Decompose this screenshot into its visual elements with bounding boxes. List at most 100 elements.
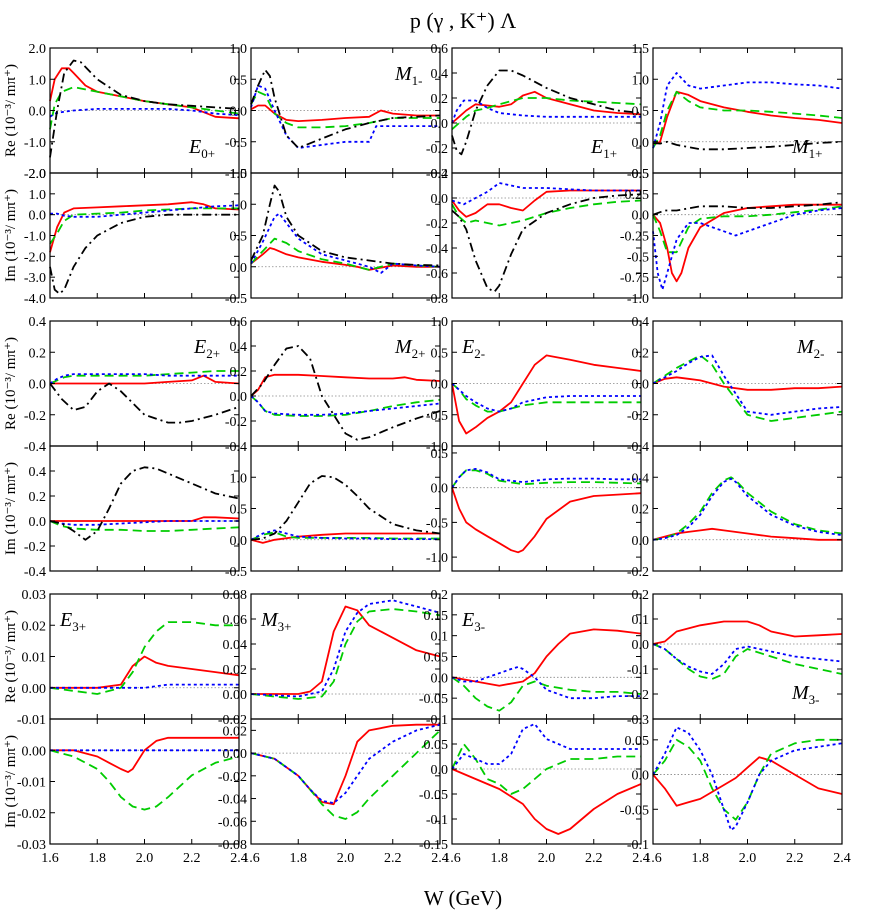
series-red-solid — [652, 203, 842, 283]
series-red-solid — [652, 90, 843, 146]
x-tick-label: 1.8 — [290, 851, 308, 866]
y-axis-label-row-5: Im (10⁻³/ mπ⁺) — [3, 735, 19, 828]
multipole-letter: M — [394, 63, 413, 85]
panel-E0p_im: 2.0 1.0 0.0 -1.0 -2.0 -3.0 -4.0 — [24, 167, 240, 307]
y-tick-label: 0.05 — [625, 734, 650, 749]
panel-frame — [652, 172, 843, 299]
y-tick-label: 0.0 — [29, 378, 47, 393]
y-tick-label: 0.5 — [632, 105, 650, 120]
y-tick-label: -0.05 — [620, 803, 649, 818]
y-tick-label: 0.0 — [431, 763, 449, 778]
series-green-dashed — [451, 199, 642, 227]
x-tick-label: 2.2 — [786, 851, 804, 866]
series-red-solid — [250, 104, 440, 122]
series-blue-dotted — [451, 468, 641, 489]
series-red-solid — [451, 487, 642, 554]
series-red-solid — [250, 373, 441, 397]
series-black-dashdot — [49, 59, 240, 158]
series-red-solid — [451, 628, 642, 687]
y-tick-label: 1.0 — [230, 42, 248, 57]
panel-frame — [652, 445, 843, 572]
y-tick-label: -0.1 — [627, 663, 649, 678]
y-tick-label: 1.0 — [230, 471, 248, 486]
panel-E3p: 0.03 0.02 0.01 0.00 -0.01 E3+ — [17, 588, 240, 728]
series-red-solid — [50, 736, 239, 773]
y-tick-label: 0.2 — [632, 588, 650, 603]
series-blue-dotted — [451, 666, 641, 700]
series-blue-dotted — [652, 726, 843, 831]
panel-E2p: 0.4 0.2 0.0 -0.2 -0.4 E2+ — [24, 315, 240, 455]
x-tick-label: 1.6 — [41, 851, 59, 866]
multipole-label: E0+ — [188, 136, 215, 161]
y-tick-label: 0.0 — [431, 671, 449, 686]
series-red-solid — [652, 620, 843, 645]
y-tick-label: -0.5 — [426, 409, 448, 424]
y-tick-label: 0.02 — [22, 619, 47, 634]
y-tick-label: 0.2 — [632, 503, 650, 518]
x-tick-label: 2.2 — [183, 851, 201, 866]
x-tick-label: 2.4 — [431, 851, 449, 866]
series-blue-dotted — [652, 72, 843, 149]
y-tick-label: 0.0 — [230, 534, 248, 549]
series-red-solid — [250, 247, 440, 271]
y-tick-label: 0.0 — [431, 192, 449, 207]
y-axis-label-row-1: Im (10⁻³/ mπ⁺) — [3, 189, 19, 282]
y-tick-label: -0.2 — [426, 217, 448, 232]
multipole-subscript: 3- — [809, 692, 820, 707]
y-tick-label: -0.1 — [426, 713, 448, 728]
y-tick-label: -0.5 — [225, 565, 247, 580]
x-tick-label: 2.0 — [739, 851, 757, 866]
y-tick-label: 2.0 — [29, 42, 47, 57]
panel-M1p_im: 0.5 0.25 0.0 -0.25 -0.5 -0.75 -1.0 — [620, 167, 843, 307]
y-tick-label: -0.5 — [426, 516, 448, 531]
y-tick-label: 0.0 — [230, 390, 248, 405]
y-tick-label: 0.5 — [230, 230, 248, 245]
y-tick-label: -0.01 — [17, 713, 46, 728]
figure-title: p (γ , K⁺) Λ — [410, 8, 516, 33]
y-tick-label: 0.0 — [632, 534, 650, 549]
y-tick-label: 0.25 — [625, 188, 650, 203]
y-tick-label: -0.2 — [627, 409, 649, 424]
y-axis-labels: Re (10⁻³/ mπ⁺) Im (10⁻³/ mπ⁺) Re (10⁻³/ mπ… — [3, 64, 19, 828]
y-tick-label: 0.0 — [632, 136, 650, 151]
y-tick-label: -0.05 — [419, 788, 448, 803]
y-tick-label: 0.2 — [230, 365, 248, 380]
series-red-solid — [652, 756, 843, 807]
y-tick-label: 0.04 — [223, 638, 248, 653]
y-tick-label: 0.00 — [223, 747, 248, 762]
y-tick-label: 0.4 — [29, 465, 47, 480]
y-tick-label: 1.5 — [230, 167, 248, 182]
series-green-dashed — [451, 97, 642, 130]
y-tick-label: -0.01 — [17, 776, 46, 791]
panel-frame — [49, 172, 240, 299]
y-tick-label: 1.0 — [632, 73, 650, 88]
panel-M2m_im: 0.4 0.2 0.0 -0.2 — [627, 445, 843, 580]
series-green-dashed — [451, 676, 642, 712]
y-tick-label: -0.02 — [218, 770, 247, 785]
series-black-dashdot — [451, 69, 642, 156]
series-green-dashed — [652, 354, 843, 422]
panel-frame — [250, 593, 441, 720]
y-tick-label: 0.0 — [29, 209, 47, 224]
y-tick-label: 0.00 — [22, 682, 47, 697]
series-red-solid — [50, 516, 240, 522]
y-tick-label: -0.2 — [627, 688, 649, 703]
y-tick-label: -1.0 — [225, 167, 247, 182]
series-green-dashed — [451, 469, 642, 489]
y-tick-label: -0.4 — [24, 565, 46, 580]
y-tick-label: -1.0 — [24, 230, 46, 245]
y-tick-label: 1.0 — [431, 315, 449, 330]
y-tick-label: -0.1 — [627, 838, 649, 853]
panel-M2m: 0.4 0.2 0.0 -0.2 -0.4 M2- — [627, 315, 843, 455]
panel-M3m_im: 0.05 0.0 -0.05 -0.11.6 1.8 2.0 2.2 2.4 — [620, 718, 851, 866]
y-tick-label: 0.05 — [424, 738, 449, 753]
y-tick-label: 0.01 — [22, 651, 47, 666]
y-tick-label: 0.0 — [29, 515, 47, 530]
multipole-letter: E — [59, 609, 72, 631]
y-tick-label: 0.0 — [632, 769, 650, 784]
y-tick-label: -4.0 — [24, 292, 46, 307]
series-blue-dotted — [250, 599, 441, 698]
series-green-dashed — [49, 621, 239, 695]
multipole-letter: M — [791, 682, 810, 704]
y-tick-label: -0.2 — [24, 540, 46, 555]
